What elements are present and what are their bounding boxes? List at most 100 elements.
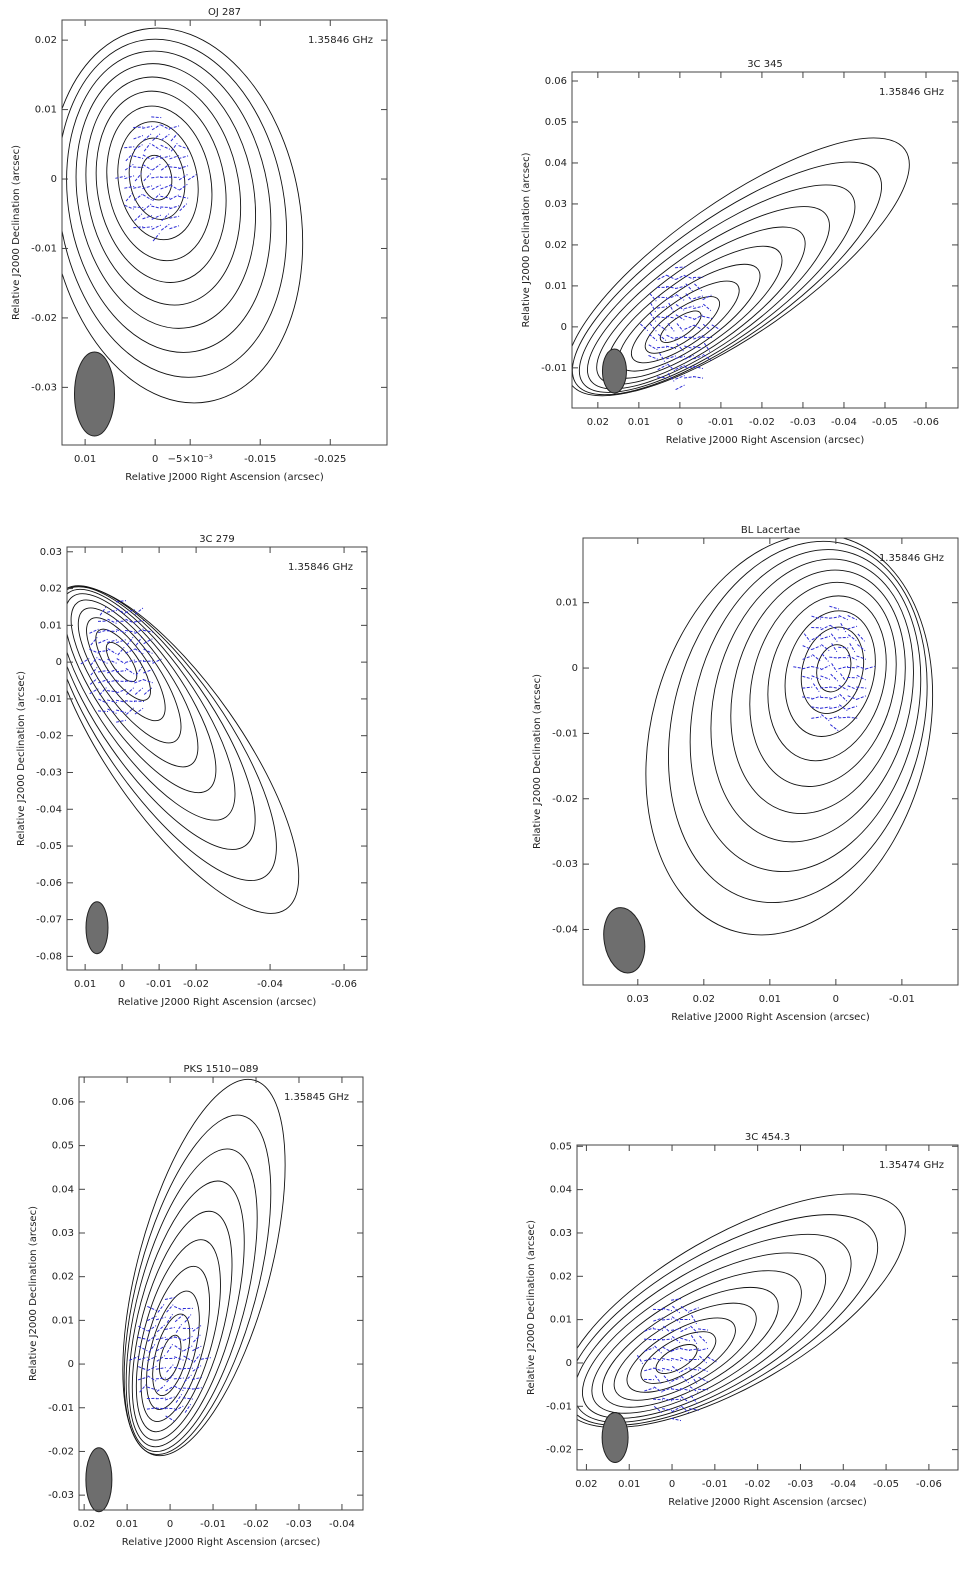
polarization-vector: [644, 1387, 654, 1392]
panel: 3C 345 1.35846 GHz Relative J2000 Right As…: [521, 59, 959, 446]
polarization-vector: [126, 636, 134, 646]
polarization-vector: [134, 707, 144, 715]
polarization-vector: [147, 1335, 157, 1342]
contour: [70, 599, 199, 768]
panel: PKS 1510−089 1.35845 GHz Relative J2000 Ri…: [28, 1064, 364, 1548]
x-tick-label: -0.05: [873, 1479, 899, 1490]
polarization-vector: [160, 223, 170, 231]
contour: [77, 607, 182, 744]
polarization-vector: [107, 669, 117, 674]
x-tick-label: -0.04: [831, 417, 857, 428]
polarization-vector: [143, 133, 152, 141]
polarization-vector: [680, 1357, 690, 1362]
x-tick-label: -0.01: [200, 1519, 226, 1530]
x-axis-label: Relative J2000 Right Ascension (arcsec): [125, 472, 324, 483]
polarization-vector: [169, 215, 180, 219]
polarization-vector: [125, 668, 135, 675]
polarization-vector: [693, 335, 703, 340]
polarization-vector: [667, 363, 676, 372]
contour: [66, 50, 272, 353]
y-tick-label: -0.02: [31, 313, 57, 324]
y-tick-label: 0: [51, 174, 57, 185]
polarization-vector: [840, 673, 847, 683]
polarization-vector: [133, 155, 144, 159]
polarization-vector: [147, 1325, 157, 1332]
polarization-vector: [820, 675, 831, 680]
polarization-vector: [174, 1385, 184, 1392]
polarization-vector: [142, 164, 152, 171]
y-tick-label: 0.06: [52, 1097, 74, 1108]
polarization-vector: [115, 600, 127, 603]
polarization-vector: [134, 687, 144, 695]
polarization-vector: [666, 285, 677, 289]
polarization-vector: [684, 275, 694, 280]
x-tick-label: 0.02: [73, 1519, 95, 1530]
contour: [67, 586, 256, 850]
contour: [67, 585, 277, 881]
y-tick-label: 0.02: [35, 35, 57, 46]
polarization-vector: [178, 165, 189, 170]
contours: [62, 27, 304, 404]
x-tick-label: -0.06: [913, 417, 939, 428]
contour: [135, 1239, 221, 1433]
polarization-vector: [856, 665, 867, 670]
polarization-vector: [178, 174, 188, 181]
polarization-vector: [811, 716, 822, 719]
polarization-vector: [169, 184, 179, 191]
y-tick-label: 0.02: [40, 584, 62, 595]
polarization-vector: [160, 195, 171, 199]
contour: [125, 1148, 258, 1453]
polarization-vector: [137, 1356, 148, 1361]
polarization-vector: [156, 1324, 165, 1333]
x-tick-label: 0.01: [628, 417, 650, 428]
polarization-vector: [689, 1307, 699, 1312]
polarization-vector: [684, 376, 695, 379]
polarization-vector: [107, 648, 117, 655]
polarization-vector: [703, 342, 711, 352]
polarization-vector: [143, 648, 153, 654]
polarization-vector: [662, 1358, 673, 1361]
polarization-vector: [667, 323, 675, 332]
polarization-vector: [152, 133, 161, 141]
y-tick-label: -0.01: [552, 728, 578, 739]
polarization-vector: [133, 185, 144, 189]
contour: [767, 595, 887, 762]
contour: [596, 226, 806, 385]
polarization-vector: [90, 637, 98, 646]
polarization-vector: [151, 163, 161, 171]
contour: [152, 1313, 191, 1397]
x-tick-label: -0.01: [708, 417, 734, 428]
polarization-vector: [124, 146, 135, 149]
polarization-vector: [662, 1408, 673, 1411]
y-tick-label: -0.01: [48, 1403, 74, 1414]
polarization-vector: [689, 1368, 700, 1371]
x-tick-label: 0.01: [74, 979, 96, 990]
polarization-vector: [847, 685, 858, 690]
polarization-vector: [169, 194, 179, 201]
contour: [645, 538, 934, 936]
polarization-vector: [684, 324, 694, 330]
polarization-vector: [125, 707, 135, 715]
polarization-vector: [681, 1375, 690, 1384]
polarization-vector: [820, 686, 831, 689]
x-tick-label: -0.06: [916, 1479, 942, 1490]
polarization-vector: [178, 195, 189, 199]
polarization-vector: [143, 687, 153, 695]
x-tick-label: -0.02: [183, 979, 209, 990]
polarization-vector: [684, 305, 695, 310]
polarization-vector: [675, 336, 686, 339]
polarization-vector: [636, 1355, 644, 1364]
polarization-vector: [147, 1305, 157, 1311]
panel: BL Lacertae 1.35846 GHz Relative J2000 Rig…: [532, 525, 959, 1023]
polarization-vector: [653, 1328, 664, 1331]
polarization-vector: [152, 658, 162, 664]
y-tick-label: -0.05: [36, 841, 62, 852]
panel: OJ 287 1.35846 GHz Relative J2000 Right As…: [11, 7, 388, 483]
polarization-vector: [164, 1296, 175, 1300]
polarization-vector: [644, 1357, 655, 1362]
contour: [75, 63, 257, 329]
polarization-vector: [667, 373, 675, 382]
contour: [749, 581, 897, 787]
polarization-vector: [680, 1306, 690, 1313]
polarization-vector: [138, 1325, 148, 1332]
